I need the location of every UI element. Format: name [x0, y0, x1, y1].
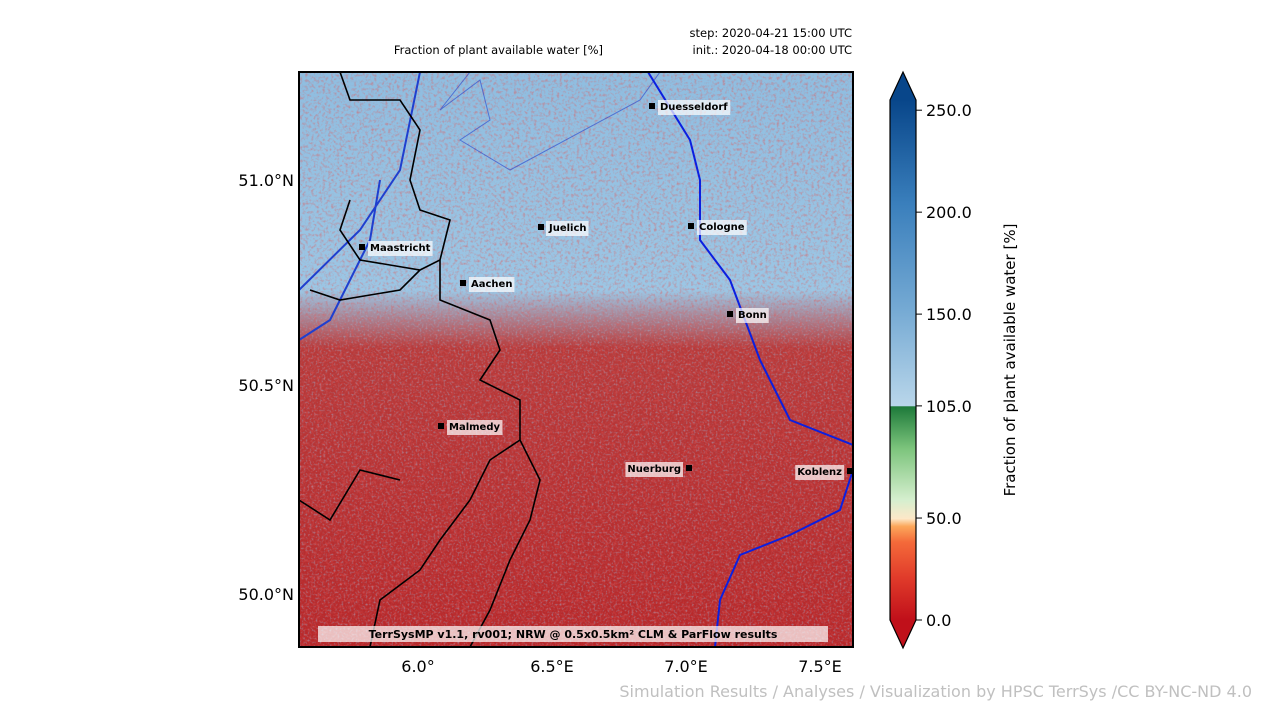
colorbar-tick-label: 250.0 [926, 101, 972, 120]
step-time: step: 2020-04-21 15:00 UTC [690, 26, 853, 40]
city-dot [359, 244, 365, 250]
city-dot [460, 280, 466, 286]
city-box [625, 462, 683, 477]
init-time: init.: 2020-04-18 00:00 UTC [693, 43, 852, 57]
watermark: Simulation Results / Analyses / Visualiz… [619, 682, 1252, 701]
map-title: Fraction of plant available water [%] [394, 43, 603, 57]
city-dot [727, 311, 733, 317]
city-box [546, 221, 589, 236]
lat-label: 50.0°N [238, 585, 294, 604]
colorbar-label: Fraction of plant available water [%] [1001, 224, 1019, 497]
lon-label: 6.5°E [530, 657, 574, 676]
colorbar-tick-label: 50.0 [926, 509, 962, 528]
colorbar-tick-label: 200.0 [926, 203, 972, 222]
city-box [658, 100, 731, 115]
city-dot [686, 465, 692, 471]
city-dot [538, 224, 544, 230]
city-label: Bonn [738, 310, 767, 321]
colorbar-extend-top [890, 72, 916, 100]
city-box [795, 465, 845, 480]
lat-label: 50.5°N [238, 376, 294, 395]
city-label: Aachen [471, 279, 512, 290]
map-footer: TerrSysMP v1.1, rv001; NRW @ 0.5x0.5km² … [369, 628, 778, 641]
lat-label: 51.0°N [238, 171, 294, 190]
city-box [368, 241, 433, 256]
city-label: Koblenz [797, 467, 842, 478]
colorbar-extend-bottom [890, 620, 916, 648]
city-label: Juelich [548, 223, 587, 234]
city-dot [688, 223, 694, 229]
colorbar [890, 100, 916, 620]
city-label: Duesseldorf [660, 102, 728, 113]
lon-label: 7.5°E [798, 657, 842, 676]
city-box [697, 220, 747, 235]
city-label: Malmedy [449, 422, 500, 433]
colorbar-tick-label: 105.0 [926, 397, 972, 416]
city-dot [438, 423, 444, 429]
footer-box [318, 626, 828, 642]
map-frame [298, 71, 854, 648]
city-label: Maastricht [370, 243, 431, 254]
lon-label: 6.0° [401, 657, 434, 676]
city-label: Cologne [699, 222, 745, 233]
colorbar-tick-label: 0.0 [926, 611, 951, 630]
city-dot [847, 468, 853, 474]
map-raster [299, 72, 853, 647]
city-box [736, 308, 769, 323]
lon-label: 7.0°E [664, 657, 708, 676]
city-box [469, 277, 515, 292]
city-label: Nuerburg [627, 464, 681, 475]
city-box [447, 420, 503, 435]
colorbar-tick-label: 150.0 [926, 305, 972, 324]
city-dot [649, 103, 655, 109]
